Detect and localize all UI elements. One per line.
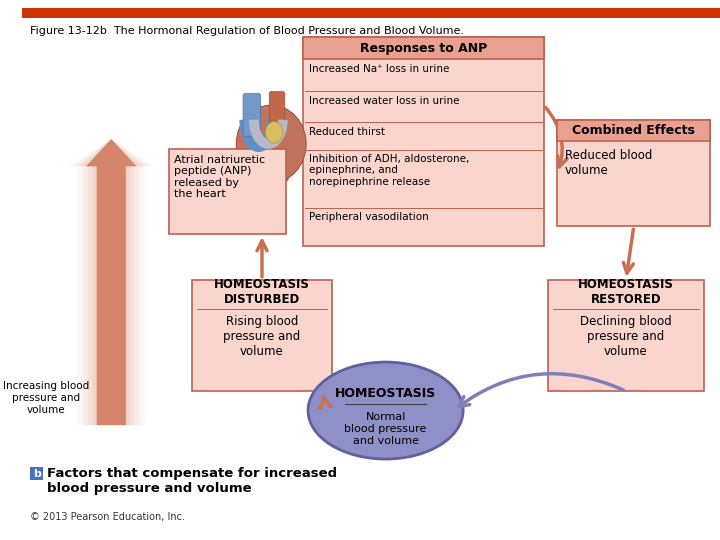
FancyBboxPatch shape [269, 92, 285, 134]
Text: b: b [32, 469, 40, 478]
FancyArrow shape [73, 139, 149, 425]
Text: Increased water loss in urine: Increased water loss in urine [309, 96, 459, 105]
Text: Peripheral vasodilation: Peripheral vasodilation [309, 212, 428, 222]
FancyBboxPatch shape [303, 37, 544, 246]
Ellipse shape [236, 105, 306, 183]
Text: Normal
blood pressure
and volume: Normal blood pressure and volume [344, 413, 427, 446]
Text: Factors that compensate for increased
blood pressure and volume: Factors that compensate for increased bl… [48, 467, 338, 495]
FancyBboxPatch shape [549, 280, 703, 391]
Text: HOMEOSTASIS
RESTORED: HOMEOSTASIS RESTORED [578, 278, 674, 306]
Text: Inhibition of ADH, aldosterone,
epinephrine, and
norepinephrine release: Inhibition of ADH, aldosterone, epinephr… [309, 154, 469, 187]
FancyBboxPatch shape [169, 149, 286, 234]
FancyArrow shape [87, 139, 135, 425]
Text: Increased Na⁺ loss in urine: Increased Na⁺ loss in urine [309, 64, 449, 73]
Text: Rising blood
pressure and
volume: Rising blood pressure and volume [223, 315, 301, 357]
FancyBboxPatch shape [22, 8, 720, 18]
Text: Responses to ANP: Responses to ANP [360, 42, 487, 55]
Text: Atrial natriuretic
peptide (ANP)
released by
the heart: Atrial natriuretic peptide (ANP) release… [174, 154, 266, 199]
Text: Combined Effects: Combined Effects [572, 124, 696, 137]
FancyBboxPatch shape [303, 37, 544, 59]
FancyBboxPatch shape [192, 280, 332, 391]
Text: Declining blood
pressure and
volume: Declining blood pressure and volume [580, 315, 672, 357]
Text: Reduced thirst: Reduced thirst [309, 126, 385, 137]
FancyArrow shape [68, 139, 155, 425]
Text: Reduced blood
volume: Reduced blood volume [565, 149, 652, 177]
Text: HOMEOSTASIS
DISTURBED: HOMEOSTASIS DISTURBED [214, 278, 310, 306]
Text: © 2013 Pearson Education, Inc.: © 2013 Pearson Education, Inc. [30, 512, 185, 522]
Text: Figure 13-12b  The Hormonal Regulation of Blood Pressure and Blood Volume.: Figure 13-12b The Hormonal Regulation of… [30, 26, 464, 36]
FancyBboxPatch shape [30, 467, 43, 481]
Text: HOMEOSTASIS: HOMEOSTASIS [335, 387, 436, 400]
Text: Increasing blood
pressure and
volume: Increasing blood pressure and volume [3, 381, 89, 415]
FancyBboxPatch shape [557, 120, 711, 226]
FancyBboxPatch shape [243, 93, 261, 136]
FancyArrow shape [83, 139, 140, 425]
FancyArrow shape [78, 139, 144, 425]
FancyArrow shape [86, 139, 137, 425]
FancyBboxPatch shape [557, 120, 711, 141]
Ellipse shape [308, 362, 463, 459]
Ellipse shape [266, 122, 283, 143]
